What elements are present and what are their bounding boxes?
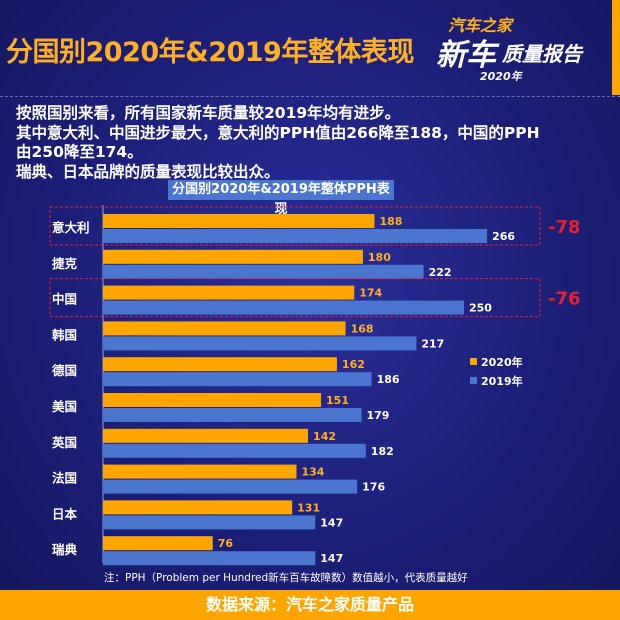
bar-2020 — [103, 321, 346, 336]
accent-bar — [612, 0, 620, 95]
data-label: 147 — [320, 516, 343, 529]
legend-label: 2019年 — [481, 374, 523, 388]
bar-2020 — [103, 500, 293, 515]
category-label: 法国 — [52, 471, 77, 486]
data-label: 222 — [429, 266, 452, 279]
bar-2019 — [103, 229, 488, 243]
logo: 汽车之家 新车 质量报告 2020年 — [430, 8, 610, 88]
data-label: 182 — [371, 445, 394, 458]
data-label: 217 — [421, 337, 444, 350]
category-label: 德国 — [52, 363, 77, 378]
data-label: 180 — [368, 251, 391, 264]
data-label: 134 — [301, 466, 324, 479]
logo-text: 质量报告 — [502, 42, 582, 66]
category-label: 韩国 — [52, 327, 77, 342]
bar-2020 — [103, 214, 375, 228]
divider — [0, 96, 620, 97]
category-label: 美国 — [52, 399, 77, 414]
category-label: 意大利 — [52, 220, 90, 235]
bar-2020 — [103, 428, 309, 443]
category-label: 英国 — [52, 435, 77, 450]
category-label: 中国 — [52, 292, 77, 307]
logo-text: 新车 — [436, 38, 496, 73]
bar-2020 — [103, 357, 337, 372]
chart-title: 分国别2020年&2019年整体PPH表现 — [168, 180, 394, 217]
bar-2019 — [103, 551, 316, 566]
data-label: 176 — [362, 481, 385, 494]
annotation-label: -76 — [548, 289, 581, 310]
bar-2020 — [103, 249, 363, 264]
bar-2020 — [103, 464, 297, 479]
annotation-label: -78 — [548, 217, 581, 238]
highlight-box — [49, 278, 541, 318]
data-label: 151 — [326, 394, 349, 407]
description-line: 按照国别来看，所有国家新车质量较2019年均有进步。 — [16, 104, 401, 122]
footnote: 注：PPH（Problem per Hundred新车百车故障数）数值越小，代表… — [104, 572, 468, 584]
description-line: 瑞典、日本品牌的质量表现比较出众。 — [16, 162, 280, 181]
bar-2019 — [103, 264, 424, 279]
data-label: 76 — [218, 537, 234, 550]
description: 按照国别来看，所有国家新车质量较2019年均有进步。 其中意大利、中国进步最大，… — [16, 104, 540, 182]
legend-swatch — [470, 377, 477, 384]
description-line: 其中意大利、中国进步最大，意大利的PPH值由266降至188，中国的PPH — [16, 123, 540, 142]
bar-2019 — [103, 372, 372, 387]
data-label: 250 — [469, 302, 492, 315]
bar-2019 — [103, 515, 316, 530]
data-label: 174 — [359, 287, 382, 300]
logo-text: 汽车之家 — [448, 16, 513, 35]
data-label: 179 — [366, 409, 389, 422]
data-label: 186 — [377, 373, 400, 386]
logo-text: 2020年 — [480, 70, 522, 83]
bar-2020 — [103, 393, 322, 407]
legend-label: 2020年 — [481, 355, 523, 369]
bar-2020 — [103, 536, 213, 551]
bar-2019 — [103, 336, 417, 351]
bar-2019 — [103, 300, 464, 315]
data-label: 142 — [313, 430, 336, 443]
legend-swatch — [470, 358, 477, 365]
source-footer: 数据来源：汽车之家质量产品 — [0, 590, 620, 620]
data-label: 168 — [351, 322, 374, 335]
data-label: 131 — [297, 501, 320, 514]
category-label: 瑞典 — [52, 542, 78, 557]
page-title: 分国别2020年&2019年整体表现 — [6, 37, 414, 68]
bar-2020 — [103, 285, 355, 300]
data-label: 188 — [379, 215, 402, 228]
bar-2019 — [103, 479, 358, 494]
highlight-box — [49, 206, 541, 246]
bar-2019 — [103, 443, 366, 458]
description-line: 由250降至174。 — [16, 143, 143, 161]
bar-2019 — [103, 408, 362, 422]
category-label: 捷克 — [52, 256, 78, 271]
data-label: 266 — [492, 230, 515, 243]
data-label: 162 — [342, 358, 365, 371]
category-label: 日本 — [52, 506, 78, 521]
data-label: 147 — [320, 552, 343, 565]
